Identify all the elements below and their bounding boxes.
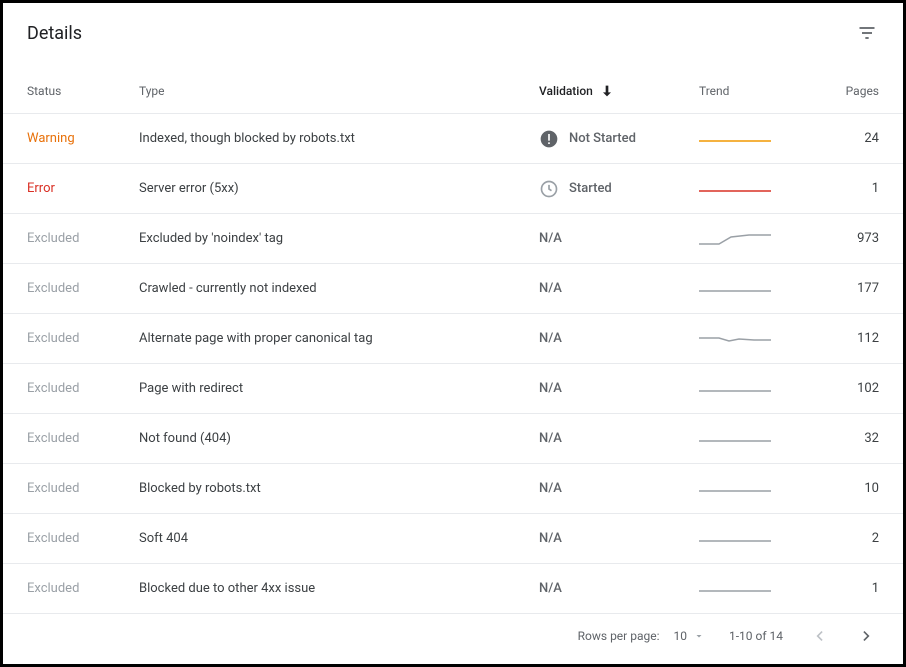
status-text: Excluded	[27, 581, 79, 596]
col-header-pages[interactable]: Pages	[819, 84, 879, 98]
validation-text: N/A	[539, 581, 562, 596]
table-row[interactable]: Excluded Crawled - currently not indexed N…	[3, 264, 903, 314]
validation-text: N/A	[539, 231, 562, 246]
col-header-type[interactable]: Type	[139, 84, 539, 98]
trend-sparkline	[699, 379, 819, 399]
pages-count: 112	[819, 331, 879, 346]
pager: Rows per page: 10 1-10 of 14	[3, 614, 903, 648]
pages-count: 32	[819, 431, 879, 446]
validation-cell: N/A	[539, 381, 562, 396]
pages-count: 2	[819, 531, 879, 546]
rows-per-page-label: Rows per page:	[578, 629, 660, 643]
table-row[interactable]: Error Server error (5xx) Started 1	[3, 164, 903, 214]
type-text: Page with redirect	[139, 381, 243, 396]
pages-count: 177	[819, 281, 879, 296]
clock-icon	[539, 179, 559, 199]
pages-count: 1	[819, 581, 879, 596]
chevron-left-icon	[809, 626, 829, 646]
pages-count: 24	[819, 131, 879, 146]
validation-cell: N/A	[539, 531, 562, 546]
validation-text: N/A	[539, 431, 562, 446]
col-header-status[interactable]: Status	[27, 84, 139, 98]
table-body: Warning Indexed, though blocked by robots…	[3, 114, 903, 614]
alert-icon	[539, 129, 559, 149]
pages-count: 973	[819, 231, 879, 246]
trend-sparkline	[699, 529, 819, 549]
type-text: Not found (404)	[139, 431, 231, 446]
status-text: Excluded	[27, 331, 79, 346]
filter-button[interactable]	[855, 21, 879, 45]
trend-sparkline	[699, 329, 819, 349]
type-text: Alternate page with proper canonical tag	[139, 331, 373, 346]
status-text: Excluded	[27, 431, 79, 446]
table-row[interactable]: Excluded Not found (404) N/A 32	[3, 414, 903, 464]
type-text: Blocked by robots.txt	[139, 481, 261, 496]
col-header-validation-label: Validation	[539, 84, 593, 98]
rows-per-page-select[interactable]: 10	[673, 629, 705, 643]
trend-sparkline	[699, 479, 819, 499]
table-row[interactable]: Warning Indexed, though blocked by robots…	[3, 114, 903, 164]
type-text: Soft 404	[139, 531, 188, 546]
status-text: Excluded	[27, 531, 79, 546]
validation-cell: N/A	[539, 231, 562, 246]
col-header-trend[interactable]: Trend	[699, 84, 819, 98]
pages-count: 1	[819, 181, 879, 196]
rows-per-page-value: 10	[673, 629, 687, 643]
trend-sparkline	[699, 429, 819, 449]
table-row[interactable]: Excluded Blocked by robots.txt N/A 10	[3, 464, 903, 514]
validation-cell: N/A	[539, 581, 562, 596]
validation-text: N/A	[539, 531, 562, 546]
table-row[interactable]: Excluded Alternate page with proper canon…	[3, 314, 903, 364]
type-text: Indexed, though blocked by robots.txt	[139, 131, 355, 146]
nav-arrows	[807, 624, 879, 648]
validation-cell: N/A	[539, 481, 562, 496]
table-row[interactable]: Excluded Blocked due to other 4xx issue N/…	[3, 564, 903, 614]
validation-text: N/A	[539, 331, 562, 346]
status-text: Excluded	[27, 231, 79, 246]
next-page-button[interactable]	[855, 624, 879, 648]
trend-sparkline	[699, 129, 819, 149]
panel-header: Details	[3, 3, 903, 55]
trend-sparkline	[699, 229, 819, 249]
col-header-validation[interactable]: Validation	[539, 83, 699, 99]
filter-icon	[857, 23, 877, 43]
page-range: 1-10 of 14	[729, 629, 783, 643]
validation-text: Not Started	[569, 131, 636, 146]
chevron-right-icon	[857, 626, 877, 646]
prev-page-button[interactable]	[807, 624, 831, 648]
arrow-down-icon	[599, 83, 615, 99]
type-text: Crawled - currently not indexed	[139, 281, 317, 296]
trend-sparkline	[699, 179, 819, 199]
panel-title: Details	[27, 23, 82, 44]
details-panel: Details Status Type Validation Trend Pag…	[3, 3, 903, 648]
validation-text: N/A	[539, 481, 562, 496]
status-text: Error	[27, 181, 55, 196]
type-text: Blocked due to other 4xx issue	[139, 581, 315, 596]
validation-cell: N/A	[539, 331, 562, 346]
validation-cell: N/A	[539, 281, 562, 296]
validation-cell: Not Started	[539, 129, 636, 149]
validation-cell: Started	[539, 179, 612, 199]
table-row[interactable]: Excluded Page with redirect N/A 102	[3, 364, 903, 414]
table-row[interactable]: Excluded Excluded by 'noindex' tag N/A 973	[3, 214, 903, 264]
type-text: Server error (5xx)	[139, 181, 239, 196]
validation-text: N/A	[539, 281, 562, 296]
pages-count: 10	[819, 481, 879, 496]
validation-text: N/A	[539, 381, 562, 396]
trend-sparkline	[699, 579, 819, 599]
status-text: Excluded	[27, 381, 79, 396]
type-text: Excluded by 'noindex' tag	[139, 231, 283, 246]
trend-sparkline	[699, 279, 819, 299]
validation-text: Started	[569, 181, 612, 196]
pages-count: 102	[819, 381, 879, 396]
table-row[interactable]: Excluded Soft 404 N/A 2	[3, 514, 903, 564]
table-header: Status Type Validation Trend Pages	[3, 55, 903, 114]
status-text: Warning	[27, 131, 75, 146]
caret-down-icon	[693, 630, 705, 642]
status-text: Excluded	[27, 281, 79, 296]
validation-cell: N/A	[539, 431, 562, 446]
status-text: Excluded	[27, 481, 79, 496]
rows-per-page: Rows per page: 10	[578, 629, 705, 643]
